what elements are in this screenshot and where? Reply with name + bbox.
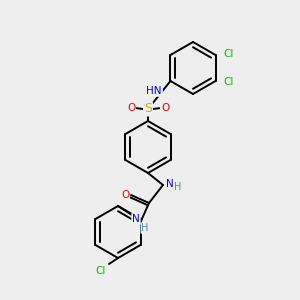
Text: O: O <box>127 103 135 113</box>
Text: Cl: Cl <box>223 77 234 87</box>
Text: HN: HN <box>146 86 162 96</box>
Text: O: O <box>121 190 129 200</box>
Text: N: N <box>166 179 174 189</box>
Text: O: O <box>161 103 169 113</box>
Text: Cl: Cl <box>223 49 234 59</box>
Text: H: H <box>174 182 182 192</box>
Text: H: H <box>141 223 149 233</box>
Text: S: S <box>144 103 152 116</box>
Text: N: N <box>132 214 140 224</box>
Text: Cl: Cl <box>96 266 106 276</box>
